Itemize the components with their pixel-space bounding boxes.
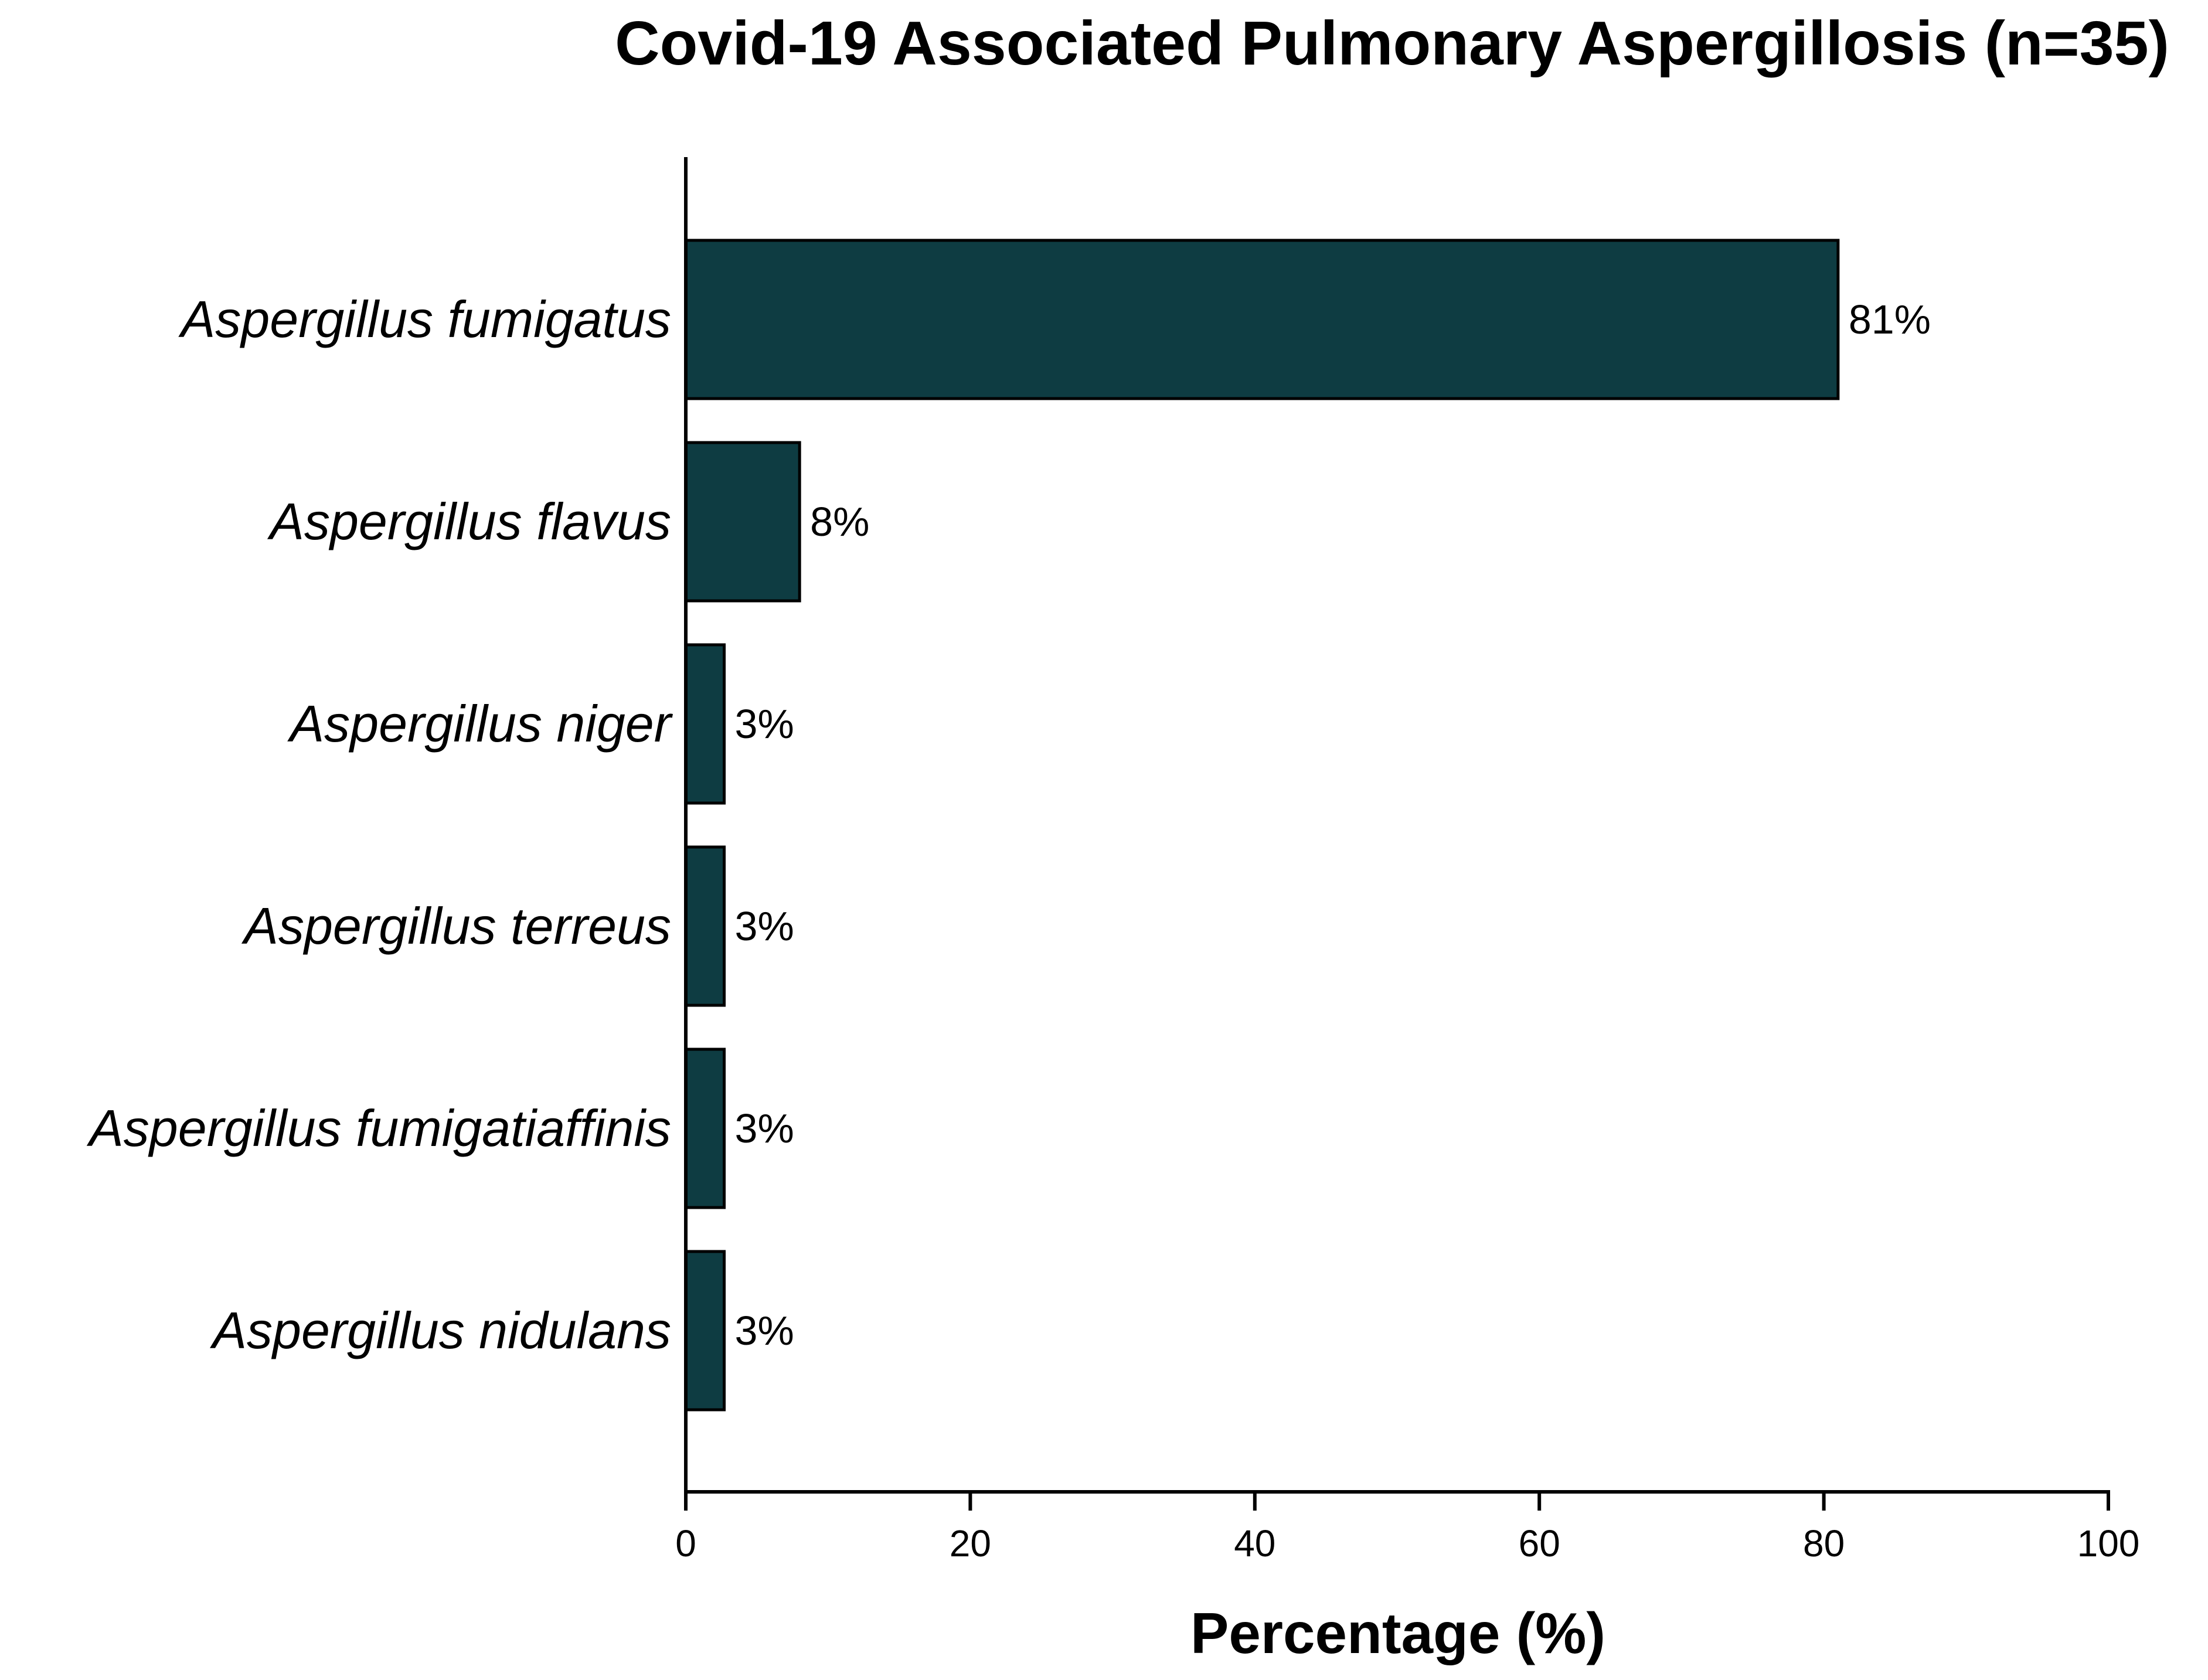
category-label-aspergillus-nidulans: Aspergillus nidulans [209,1301,671,1359]
category-label-aspergillus-niger: Aspergillus niger [287,695,673,753]
x-tick-label-80: 80 [1803,1522,1845,1565]
category-label-aspergillus-terreus: Aspergillus terreus [241,897,671,955]
x-tick-label-0: 0 [675,1522,696,1565]
axes-layer [684,157,2110,1494]
data-label-aspergillus-niger: 3% [735,701,794,747]
data-label-aspergillus-flavus: 8% [810,499,869,545]
bar-aspergillus-flavus [684,441,801,603]
x-tick-label-100: 100 [2077,1522,2140,1565]
bar-aspergillus-niger [684,643,726,805]
x-axis-title: Percentage (%) [1190,1601,1605,1665]
x-tick-label-40: 40 [1234,1522,1275,1565]
bar-aspergillus-terreus [684,845,726,1007]
data-label-aspergillus-terreus: 3% [735,903,794,949]
data-label-aspergillus-nidulans: 3% [735,1308,794,1353]
bar-aspergillus-fumigatus [684,239,1840,400]
x-tick-label-60: 60 [1519,1522,1560,1565]
bar-aspergillus-nidulans [684,1250,726,1412]
bars-layer [684,239,1840,1412]
category-label-aspergillus-fumigatiaffinis: Aspergillus fumigatiaffinis [86,1099,671,1157]
category-label-aspergillus-fumigatus: Aspergillus fumigatus [178,290,671,348]
bar-aspergillus-fumigatiaffinis [684,1048,726,1209]
category-label-aspergillus-flavus: Aspergillus flavus [267,492,671,550]
data-label-aspergillus-fumigatus: 81% [1849,297,1931,342]
labels-layer: Aspergillus fumigatus 81% Aspergillus flav… [86,290,1931,1359]
data-label-aspergillus-fumigatiaffinis: 3% [735,1106,794,1151]
ticks-layer: 0 20 40 60 80 100 [675,1492,2139,1565]
chart-title: Covid-19 Associated Pulmonary Aspergillo… [615,9,2169,78]
x-tick-label-20: 20 [950,1522,991,1565]
